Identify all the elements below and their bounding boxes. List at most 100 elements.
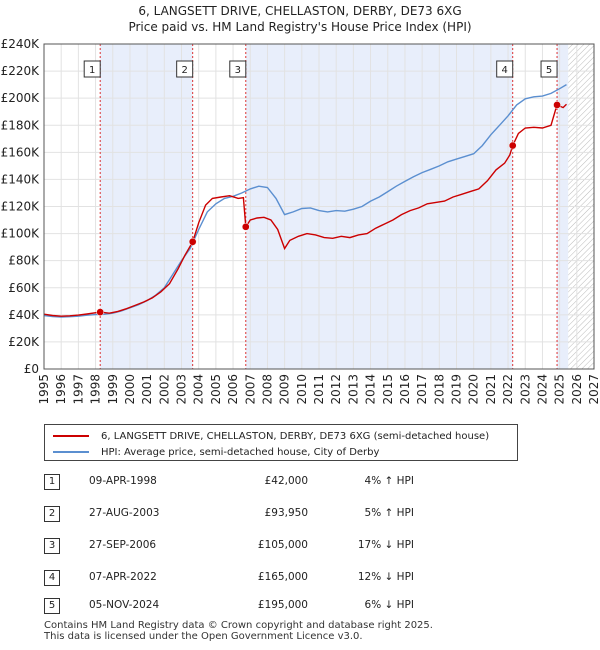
sale-number: 4	[44, 570, 60, 586]
x-tick-label: 2005	[209, 374, 223, 405]
sale-date: 05-NOV-2024	[89, 599, 160, 611]
sale-price: £105,000	[257, 539, 308, 551]
x-tick-label: 2024	[535, 374, 549, 405]
sale-point	[96, 308, 105, 316]
sale-row: 3 27-SEP-2006 £105,000 17% ↓ HPI	[44, 538, 464, 554]
sale-point	[188, 237, 197, 246]
x-tick-label: 2021	[484, 374, 498, 405]
x-tick-label: 2004	[192, 374, 206, 405]
sale-row: 1 09-APR-1998 £42,000 4% ↑ HPI	[44, 474, 464, 490]
y-tick-label: £0	[24, 362, 39, 376]
y-tick-label: £120K	[1, 200, 41, 214]
x-tick-label: 2026	[570, 374, 584, 405]
sale-number: 1	[44, 474, 60, 490]
sale-marker-label: 3	[235, 65, 241, 76]
x-tick-label: 2008	[260, 374, 274, 405]
sale-price: £93,950	[264, 507, 308, 519]
sale-hpi-diff: 12% ↓ HPI	[357, 571, 414, 583]
x-tick-label: 1999	[106, 374, 120, 405]
sale-marker-label: 5	[546, 65, 552, 76]
footer-copyright: Contains HM Land Registry data © Crown c…	[44, 620, 433, 631]
sale-marker-box	[176, 60, 194, 78]
price-paid-series-line	[43, 103, 567, 317]
x-tick-label: 1996	[54, 374, 68, 405]
y-tick-label: £140K	[1, 172, 41, 186]
x-tick-label: 2001	[140, 374, 154, 405]
x-tick-label: 1998	[89, 374, 103, 405]
sale-price: £165,000	[257, 571, 308, 583]
legend-swatch-property	[53, 435, 89, 437]
x-tick-label: 2020	[467, 374, 481, 405]
sale-hpi-diff: 6% ↓ HPI	[364, 599, 414, 611]
x-tick-label: 2009	[278, 374, 292, 405]
legend-label-hpi: HPI: Average price, semi-detached house,…	[101, 446, 380, 458]
sale-marker-box	[229, 60, 247, 78]
x-tick-label: 2027	[587, 374, 600, 405]
sale-marker-box	[83, 60, 101, 78]
x-tick-label: 2023	[518, 374, 532, 405]
sale-marker-label: 2	[181, 65, 187, 76]
y-tick-label: £220K	[1, 64, 41, 78]
legend-item-property: 6, LANGSETT DRIVE, CHELLASTON, DERBY, DE…	[53, 429, 489, 443]
x-tick-label: 2000	[123, 374, 137, 405]
x-tick-label: 2006	[226, 374, 240, 405]
x-tick-label: 2010	[295, 374, 309, 405]
y-tick-label: £100K	[1, 227, 41, 241]
sale-date: 27-SEP-2006	[89, 539, 157, 551]
price-chart: 6, LANGSETT DRIVE, CHELLASTON, DERBY, DE…	[1, 4, 600, 405]
chart-legend: 6, LANGSETT DRIVE, CHELLASTON, DERBY, DE…	[44, 424, 518, 461]
x-tick-label: 2025	[553, 374, 567, 405]
x-tick-label: 2014	[364, 374, 378, 405]
sale-point	[553, 101, 561, 109]
y-tick-label: £20K	[8, 335, 40, 349]
sale-number: 5	[44, 598, 60, 614]
sale-hpi-diff: 4% ↑ HPI	[364, 475, 414, 487]
y-tick-label: £80K	[8, 254, 40, 268]
plot-border	[43, 43, 595, 370]
sale-marker-label: 4	[502, 65, 508, 76]
footer-licence: This data is licensed under the Open Gov…	[44, 631, 363, 642]
sale-date: 07-APR-2022	[89, 571, 157, 583]
sale-row: 5 05-NOV-2024 £195,000 6% ↓ HPI	[44, 598, 464, 614]
x-tick-label: 2018	[432, 374, 446, 405]
x-tick-label: 1997	[71, 374, 85, 405]
x-tick-label: 2002	[157, 374, 171, 405]
x-tick-label: 2017	[415, 374, 429, 405]
x-tick-label: 2015	[381, 374, 395, 405]
sale-hpi-diff: 5% ↑ HPI	[364, 507, 414, 519]
sale-hpi-diff: 17% ↓ HPI	[357, 539, 414, 551]
sale-price: £195,000	[257, 599, 308, 611]
sale-marker-box	[496, 60, 514, 78]
x-tick-label: 2016	[398, 374, 412, 405]
sale-date: 27-AUG-2003	[89, 507, 160, 519]
legend-item-hpi: HPI: Average price, semi-detached house,…	[53, 445, 379, 459]
chart-title: 6, LANGSETT DRIVE, CHELLASTON, DERBY, DE…	[138, 4, 461, 18]
y-tick-label: £40K	[8, 308, 40, 322]
y-tick-label: £240K	[1, 37, 41, 51]
sale-marker-label: 1	[89, 65, 95, 76]
y-tick-label: £160K	[1, 145, 41, 159]
x-tick-label: 2012	[329, 374, 343, 405]
sale-point	[241, 222, 250, 231]
x-tick-label: 2011	[312, 374, 326, 405]
x-tick-label: 2013	[346, 374, 360, 405]
sale-row: 2 27-AUG-2003 £93,950 5% ↑ HPI	[44, 506, 464, 522]
sale-number: 2	[44, 506, 60, 522]
y-tick-label: £60K	[8, 281, 40, 295]
y-tick-label: £200K	[1, 91, 41, 105]
sale-point	[508, 141, 517, 150]
legend-swatch-hpi	[53, 451, 89, 453]
sale-row: 4 07-APR-2022 £165,000 12% ↓ HPI	[44, 570, 464, 586]
chart-subtitle: Price paid vs. HM Land Registry's House …	[128, 20, 471, 34]
legend-label-property: 6, LANGSETT DRIVE, CHELLASTON, DERBY, DE…	[101, 430, 490, 442]
sale-number: 3	[44, 538, 60, 554]
x-tick-label: 2022	[501, 374, 515, 405]
x-tick-label: 2007	[243, 374, 257, 405]
sale-price: £42,000	[264, 475, 308, 487]
footer-attribution: Contains HM Land Registry data © Crown c…	[44, 620, 433, 642]
y-tick-label: £180K	[1, 118, 41, 132]
x-tick-label: 1995	[37, 374, 51, 405]
x-tick-label: 2003	[175, 374, 189, 405]
sale-date: 09-APR-1998	[89, 475, 157, 487]
sale-marker-box	[540, 60, 558, 78]
